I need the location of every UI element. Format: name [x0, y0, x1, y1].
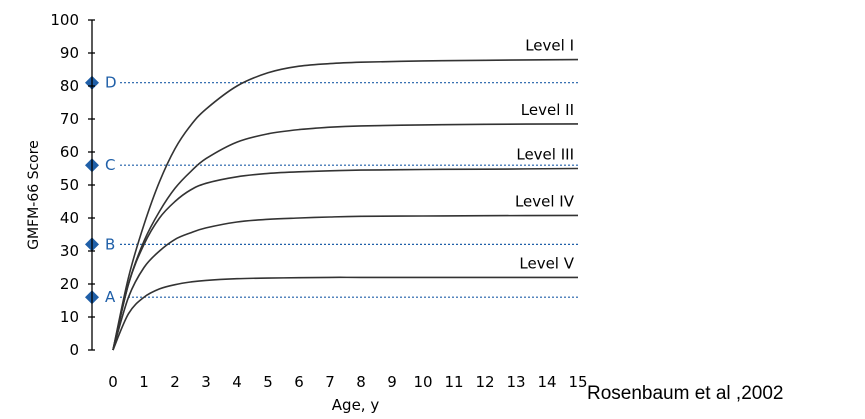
- x-tick-label-1: 1: [139, 373, 149, 391]
- x-tick-label-15: 15: [568, 373, 587, 391]
- reference-label-d: D: [105, 74, 117, 92]
- y-tick-label-90: 90: [60, 44, 79, 62]
- reference-label-b: B: [105, 235, 115, 253]
- curve-level-v: [112, 276, 578, 351]
- y-tick-label-100: 100: [50, 11, 79, 29]
- x-tick-label-11: 11: [444, 373, 463, 391]
- y-tick-label-30: 30: [60, 242, 79, 260]
- x-tick-label-12: 12: [475, 373, 494, 391]
- x-tick-label-5: 5: [263, 373, 273, 391]
- curve-label-level-ii: Level II: [521, 101, 574, 119]
- x-tick-label-8: 8: [356, 373, 366, 391]
- curve-label-level-iv: Level IV: [515, 192, 575, 210]
- x-tick-label-4: 4: [232, 373, 242, 391]
- y-tick-label-80: 80: [60, 77, 79, 95]
- y-tick-label-40: 40: [60, 209, 79, 227]
- curve-label-level-v: Level V: [519, 254, 574, 272]
- curve-level-ii: [112, 123, 579, 351]
- x-tick-label-9: 9: [387, 373, 397, 391]
- x-tick-label-3: 3: [201, 373, 211, 391]
- curve-level-i: [112, 58, 579, 351]
- y-tick-label-20: 20: [60, 275, 79, 293]
- y-tick-label-70: 70: [60, 110, 79, 128]
- curve-label-level-i: Level I: [525, 37, 574, 55]
- reference-label-c: C: [105, 156, 115, 174]
- y-tick-label-50: 50: [60, 176, 79, 194]
- curve-level-iv: [112, 214, 579, 351]
- curve-level-iii: [112, 167, 579, 351]
- x-tick-label-13: 13: [506, 373, 525, 391]
- y-tick-label-60: 60: [60, 143, 79, 161]
- x-tick-label-10: 10: [413, 373, 432, 391]
- y-axis-title: GMFM-66 Score: [26, 140, 42, 250]
- x-tick-label-7: 7: [325, 373, 335, 391]
- y-tick-label-10: 10: [60, 308, 79, 326]
- labels: Level I Level II Level III Level IV Level V: [515, 37, 575, 273]
- y-tick-label-0: 0: [69, 341, 79, 359]
- x-tick-label-6: 6: [294, 373, 304, 391]
- reference-lines: A B C D: [85, 74, 578, 306]
- curves: [112, 58, 579, 351]
- curve-label-level-iii: Level III: [516, 146, 574, 164]
- reference-label-a: A: [105, 288, 116, 306]
- x-tick-label-2: 2: [170, 373, 180, 391]
- x-axis-title: Age, y: [332, 396, 380, 414]
- x-tick-label-14: 14: [537, 373, 556, 391]
- x-tick-label-0: 0: [108, 373, 118, 391]
- source-citation: Rosenbaum et al ,2002: [587, 383, 784, 404]
